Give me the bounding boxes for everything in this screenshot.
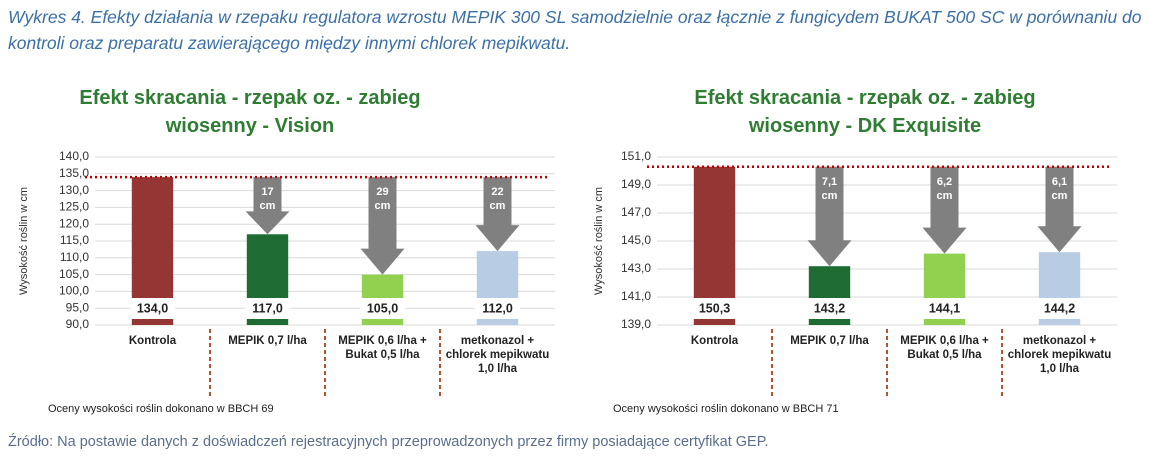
reduction-label: 7,1 cm xyxy=(821,175,838,202)
x-tick-label: metkonazol + chlorek mepikwatu 1,0 l/ha xyxy=(445,335,550,375)
y-tick-label: 140,0 xyxy=(59,149,89,163)
value-label: 144,1 xyxy=(929,301,960,315)
value-label-box xyxy=(806,298,853,319)
footnote: Oceny wysokości roślin dokonano w BBCH 7… xyxy=(613,403,839,415)
y-tick-label: 145,0 xyxy=(621,233,651,247)
x-tick-label: Kontrola xyxy=(690,335,739,347)
value-label-box xyxy=(244,298,291,319)
y-tick-label: 135,0 xyxy=(59,166,89,180)
y-tick-label: 95,0 xyxy=(66,300,90,314)
y-tick-label: 139,0 xyxy=(621,317,651,331)
value-label-box xyxy=(129,298,176,319)
y-tick-label: 143,0 xyxy=(621,261,651,275)
x-tick-label: MEPIK 0,7 l/ha xyxy=(790,335,869,347)
y-tick-label: 105,0 xyxy=(59,267,89,281)
y-tick-label: 125,0 xyxy=(59,200,89,214)
value-label-box xyxy=(474,298,521,319)
reduction-label: 22 cm xyxy=(489,186,506,213)
caption: Wykres 4. Efekty działania w rzepaku reg… xyxy=(8,7,1142,53)
value-label: 144,2 xyxy=(1044,301,1075,315)
value-label: 150,3 xyxy=(699,301,730,315)
chart: 139,0 141,0 143,0 145,0 147,0 149,0 151,0 Wysok… xyxy=(593,149,1117,397)
chart-panel: 90,0 95,0 100,0 105,0 110,0 115,0 120,0 125,0 13… xyxy=(10,80,570,425)
footnote: Oceny wysokości roślin dokonano w BBCH 6… xyxy=(48,403,274,415)
x-tick-label: MEPIK 0,6 l/ha + Bukat 0,5 l/ha xyxy=(338,335,427,361)
y-tick-label: 110,0 xyxy=(60,250,89,264)
source-note: Źródło: Na postawie danych z doświadczeń… xyxy=(8,434,769,450)
reduction-label: 6,1 cm xyxy=(1051,175,1068,202)
value-label: 143,2 xyxy=(814,301,845,315)
reduction-label: 17 cm xyxy=(259,186,276,213)
reduction-arrow xyxy=(475,177,520,252)
value-label: 105,0 xyxy=(367,301,398,315)
reduction-label: 29 cm xyxy=(374,186,391,213)
reduction-arrow xyxy=(1037,166,1082,253)
x-tick-label: MEPIK 0,6 l/ha + Bukat 0,5 l/ha xyxy=(900,335,989,361)
value-label-box xyxy=(691,298,738,319)
y-tick-label: 120,0 xyxy=(59,216,89,230)
value-label: 112,0 xyxy=(482,301,513,315)
chart-panel: 139,0 141,0 143,0 145,0 147,0 149,0 151,0 Wysok… xyxy=(585,80,1145,425)
value-label-box xyxy=(359,298,406,319)
y-tick-label: 130,0 xyxy=(59,183,89,197)
x-tick-label: MEPIK 0,7 l/ha xyxy=(228,335,307,347)
y-tick-label: 151,0 xyxy=(621,149,651,163)
chart: 90,0 95,0 100,0 105,0 110,0 115,0 120,0 125,0 13… xyxy=(18,149,555,397)
value-label-box xyxy=(921,298,968,319)
chart-title: Efekt skracania - rzepak oz. - zabieg wi… xyxy=(694,87,1036,137)
reduction-label: 6,2 cm xyxy=(936,175,953,202)
y-tick-label: 147,0 xyxy=(621,205,651,219)
y-tick-label: 115,0 xyxy=(60,233,89,247)
x-tick-label: Kontrola xyxy=(128,335,177,347)
value-label: 117,0 xyxy=(252,301,283,315)
value-label: 134,0 xyxy=(137,301,168,315)
value-label-box xyxy=(1036,298,1083,319)
y-tick-label: 149,0 xyxy=(621,177,651,191)
y-axis-label: Wysokość roślin w cm xyxy=(18,187,30,295)
y-tick-label: 100,0 xyxy=(59,284,89,298)
reduction-arrow xyxy=(360,177,405,275)
reduction-arrow xyxy=(922,166,967,254)
y-tick-label: 90,0 xyxy=(66,317,90,331)
y-tick-label: 141,0 xyxy=(621,289,651,303)
chart-title: Efekt skracania - rzepak oz. - zabieg wi… xyxy=(79,87,421,137)
x-tick-label: metkonazol + chlorek mepikwatu 1,0 l/ha xyxy=(1007,335,1112,375)
y-axis-label: Wysokość roślin w cm xyxy=(593,187,605,295)
reduction-arrow xyxy=(807,166,852,267)
reduction-arrow xyxy=(245,177,290,235)
